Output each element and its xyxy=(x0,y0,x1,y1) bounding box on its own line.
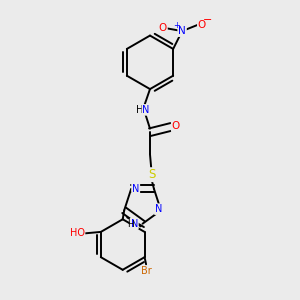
Text: O: O xyxy=(159,23,167,33)
Text: O: O xyxy=(198,20,206,30)
Text: +: + xyxy=(173,21,180,30)
Text: H: H xyxy=(136,105,143,115)
Text: Br: Br xyxy=(141,266,152,276)
Text: N: N xyxy=(130,219,138,229)
Text: −: − xyxy=(203,15,213,25)
Text: H: H xyxy=(127,220,134,230)
Text: N: N xyxy=(155,204,162,214)
Text: N: N xyxy=(142,105,150,115)
Text: HO: HO xyxy=(70,228,85,239)
Text: N: N xyxy=(178,26,186,36)
Text: O: O xyxy=(172,121,180,131)
Text: S: S xyxy=(148,168,155,181)
Text: N: N xyxy=(132,184,140,194)
